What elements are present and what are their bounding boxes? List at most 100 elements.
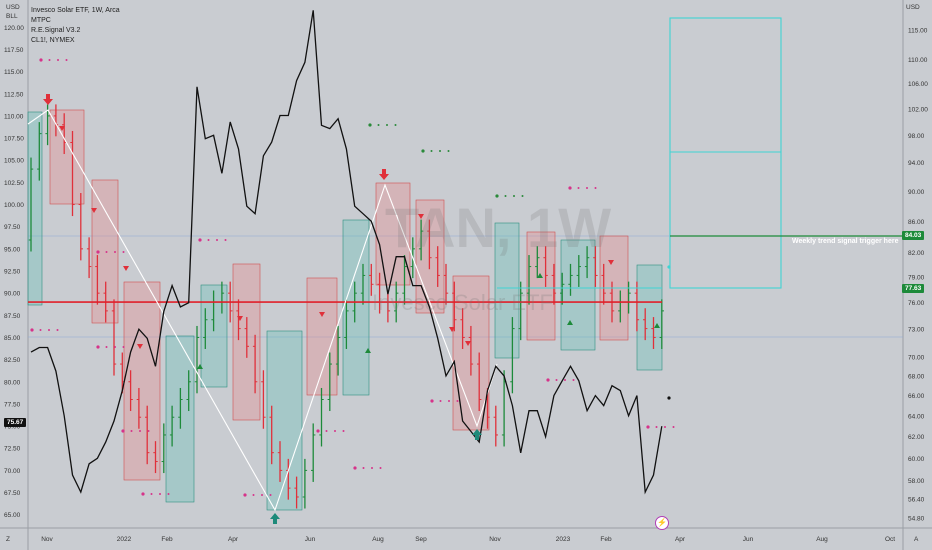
x-axis-tick: Nov [489, 536, 501, 543]
signal-dot [48, 59, 51, 61]
signal-marker [59, 126, 65, 131]
mtpc-range-box [306, 277, 338, 396]
projection-box-outer [669, 17, 782, 289]
mtpc-range-box [526, 231, 556, 341]
left-axis-currency: USD [6, 4, 20, 11]
signal-marker [91, 208, 97, 213]
signal-marker [465, 341, 471, 346]
signal-dot [130, 430, 133, 432]
right-axis-tick: 68.00 [908, 373, 925, 380]
signal-marker [449, 327, 455, 332]
signal-marker [418, 214, 424, 219]
signal-dot [207, 239, 210, 241]
legend-cl1: CL1!, NYMEX [31, 37, 75, 44]
signal-dot [39, 58, 43, 62]
right-axis-tick: 70.00 [908, 354, 925, 361]
signal-dot [141, 492, 145, 496]
signal-dot [368, 123, 372, 127]
left-axis-tick: 120.00 [4, 25, 24, 32]
current-price-tag: 77.63 [902, 284, 925, 293]
signal-marker [197, 364, 203, 369]
signal-dot [513, 195, 515, 197]
mtpc-range-box [342, 219, 370, 396]
left-axis-tick: 82.50 [4, 357, 21, 364]
signal-dot [261, 494, 263, 496]
left-axis-tick: 67.50 [4, 490, 21, 497]
right-axis-tick: 90.00 [908, 189, 925, 196]
left-axis-sub: BLL [6, 13, 18, 20]
right-axis-tick: 58.00 [908, 478, 925, 485]
signal-marker [654, 323, 660, 328]
signal-dot [439, 400, 442, 402]
signal-dot [572, 379, 575, 381]
signal-marker [237, 316, 243, 321]
x-axis-tick: Feb [600, 536, 612, 543]
x-axis-tick: 2023 [556, 536, 571, 543]
signal-dot [252, 494, 255, 496]
signal-dot [377, 124, 380, 126]
right-axis-tick: 115.00 [908, 28, 928, 35]
name-watermark: Invesco Solar ETF [372, 290, 553, 315]
signal-dot [568, 186, 572, 190]
signal-dot [198, 238, 202, 242]
signal-marker [537, 273, 543, 278]
signal-dot [371, 467, 373, 469]
timezone-label[interactable]: Z [6, 536, 10, 543]
right-axis-tick: 54.80 [908, 516, 925, 523]
right-axis-tick: 66.00 [908, 393, 925, 400]
left-axis-tick: 115.00 [4, 69, 24, 76]
mtpc-range-box [560, 239, 596, 351]
legend-title: Invesco Solar ETF, 1W, Arca [31, 7, 120, 14]
signal-dot [122, 251, 125, 253]
buy-signal-arrow-up [472, 429, 482, 440]
right-axis-tick: 76.00 [908, 300, 925, 307]
mtpc-range-box [91, 179, 119, 324]
signal-dot [224, 239, 227, 241]
signal-marker [365, 348, 371, 353]
left-axis-tick: 70.00 [4, 468, 21, 475]
buy-signal-arrow-up [270, 513, 280, 524]
signal-dot [362, 467, 365, 469]
signal-dot [105, 346, 108, 348]
x-axis-tick: Aug [816, 536, 828, 543]
signal-dot [147, 430, 150, 432]
signal-dot [96, 250, 100, 254]
signal-dot [504, 195, 507, 197]
right-axis-tick: 56.40 [908, 497, 925, 504]
sell-signal-arrow-down [43, 94, 53, 105]
signal-dot [421, 149, 425, 153]
signal-marker [608, 260, 614, 265]
signal-dot [105, 251, 108, 253]
signal-dot [379, 467, 382, 469]
signal-dot [564, 379, 566, 381]
signal-dot [521, 195, 524, 197]
symbol-watermark: TAN, 1W [385, 196, 612, 259]
lightning-icon[interactable]: ⚡ [655, 516, 669, 530]
signal-dot [555, 379, 558, 381]
auto-scale-button[interactable]: A [914, 536, 919, 543]
legend-resignal: R.E.Signal V3.2 [31, 27, 81, 34]
left-axis-tick: 107.50 [4, 136, 24, 143]
legend-mtpc: MTPC [31, 17, 51, 24]
signal-dot [159, 493, 161, 495]
signal-dot [325, 430, 328, 432]
right-axis-tick: 86.00 [908, 219, 925, 226]
right-axis-tick: 62.00 [908, 434, 925, 441]
right-axis-tick: 82.00 [908, 250, 925, 257]
signal-dot [546, 378, 550, 382]
signal-dot [394, 124, 397, 126]
signal-dot [114, 346, 116, 348]
left-axis-tick: 105.00 [4, 158, 24, 165]
green-price-tag: 84.03 [902, 231, 925, 240]
right-axis-currency: USD [906, 4, 920, 11]
signal-dot [430, 150, 433, 152]
left-axis-tick: 77.50 [4, 401, 21, 408]
left-axis-tick: 87.50 [4, 313, 21, 320]
signal-marker [123, 266, 129, 271]
signal-dot [664, 426, 666, 428]
signal-dot [269, 494, 272, 496]
signal-dot [353, 466, 357, 470]
signal-dot [216, 239, 218, 241]
